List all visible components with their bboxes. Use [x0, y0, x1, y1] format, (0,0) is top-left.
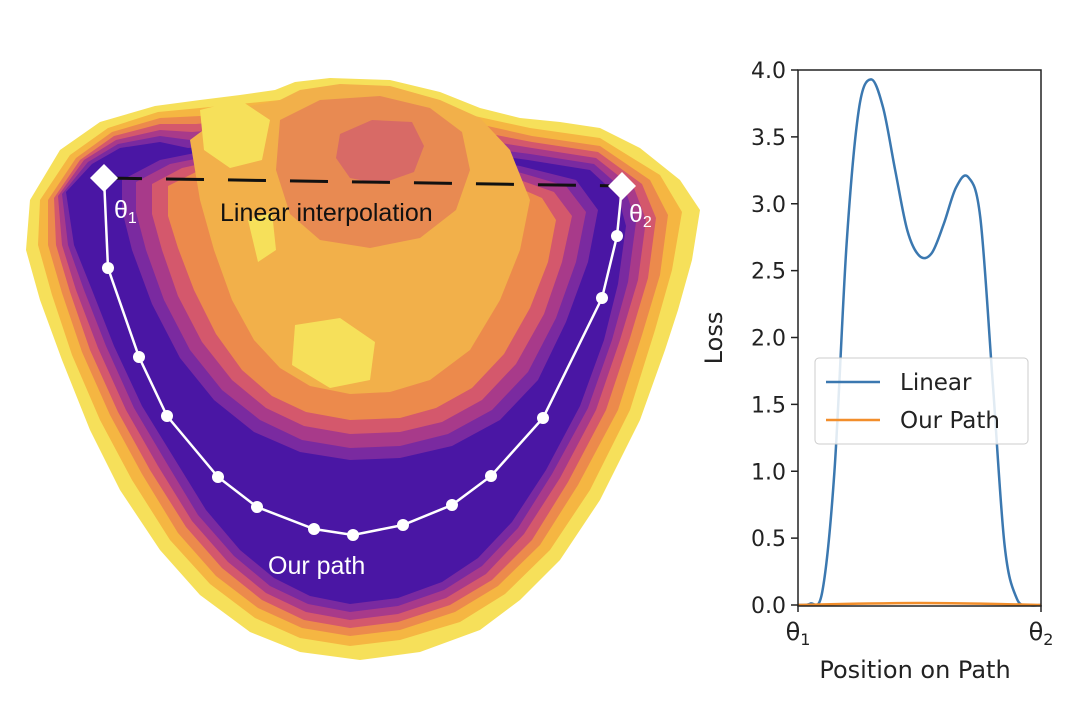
y-axis-ticks: 0.0 0.5 1.0 1.5 2.0 2.5 3.0 3.5 4.0 — [751, 59, 798, 619]
path-marker — [446, 499, 458, 511]
path-marker — [537, 412, 549, 424]
path-marker — [251, 501, 263, 513]
legend: Linear Our Path — [814, 357, 1029, 445]
y-tick-label: 4.0 — [751, 59, 786, 84]
theta1-diamond — [90, 164, 118, 192]
our-path-markers — [102, 230, 623, 541]
x-axis-ticks: θ1 θ2 — [786, 605, 1054, 649]
theta1-subscript: 1 — [128, 210, 137, 227]
legend-label-our-path: Our Path — [900, 408, 1000, 434]
path-marker — [596, 292, 608, 304]
y-tick-label: 1.0 — [751, 460, 786, 485]
landscape-yellow-patch-mid — [292, 318, 375, 388]
y-tick-label: 1.5 — [751, 393, 786, 418]
path-marker — [308, 523, 320, 535]
loss-chart: 0.0 0.5 1.0 1.5 2.0 2.5 3.0 3.5 4.0 θ1 θ2 Loss Po… — [700, 59, 1053, 684]
path-marker — [397, 519, 409, 531]
series-layer — [797, 78, 1042, 607]
path-marker — [133, 351, 145, 363]
loss-landscape: Linear interpolation θ1 θ2 Our path — [26, 78, 700, 660]
y-tick-label: 0.5 — [751, 527, 786, 552]
path-marker — [485, 470, 497, 482]
landscape-yellow-patch-top — [200, 100, 270, 168]
linear-interpolation-line — [103, 176, 623, 188]
series-line-our-path — [797, 601, 1042, 607]
theta2-subscript: 2 — [643, 214, 652, 231]
theta2-diamond — [608, 172, 636, 200]
y-tick-label: 2.5 — [751, 260, 786, 285]
path-marker — [161, 410, 173, 422]
x-axis-label: Position on Path — [819, 656, 1010, 684]
x-tick-label: θ2 — [1029, 618, 1054, 649]
linear-interpolation-label: Linear interpolation — [220, 199, 433, 227]
x-tick-label: θ1 — [786, 618, 811, 649]
theta2-label: θ2 — [629, 200, 652, 231]
series-line-linear — [797, 78, 1042, 607]
our-path-label: Our path — [268, 552, 365, 580]
y-tick-label: 0.0 — [751, 594, 786, 619]
path-marker — [347, 529, 359, 541]
path-marker — [212, 471, 224, 483]
y-axis-label: Loss — [700, 312, 728, 365]
theta1-label: θ1 — [114, 196, 137, 227]
path-marker — [611, 230, 623, 242]
path-marker — [102, 262, 114, 274]
legend-box — [814, 357, 1029, 445]
legend-label-linear: Linear — [900, 370, 972, 396]
landscape-yellow-patch-left — [248, 212, 276, 262]
plot-frame — [797, 69, 1042, 607]
y-tick-label: 2.0 — [751, 327, 786, 352]
y-tick-label: 3.0 — [751, 193, 786, 218]
landscape-peak — [336, 120, 424, 184]
y-tick-label: 3.5 — [751, 126, 786, 151]
